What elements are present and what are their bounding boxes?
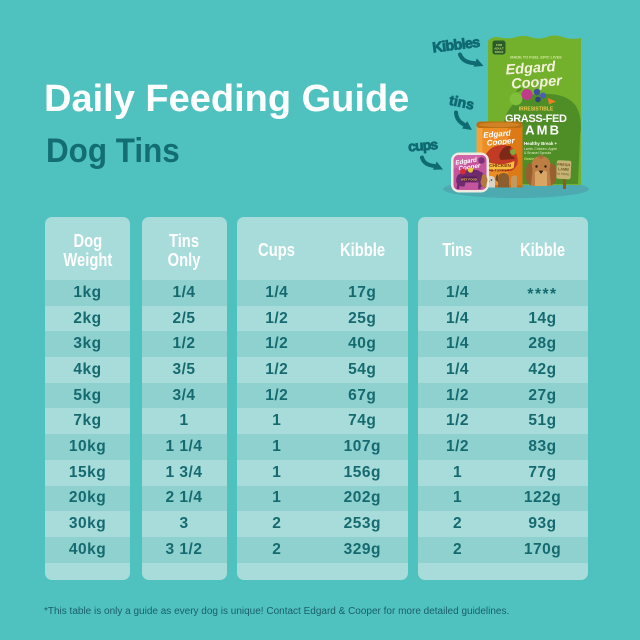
svg-text:DOGS: DOGS <box>495 50 504 54</box>
svg-text:Cooper: Cooper <box>486 136 516 147</box>
svg-text:Healthy Break +: Healthy Break + <box>524 141 558 146</box>
svg-text:IN HERE: IN HERE <box>557 172 569 177</box>
svg-text:GRASS-FED: GRASS-FED <box>505 113 567 125</box>
svg-text:Cooper: Cooper <box>458 162 481 172</box>
svg-text:Edgard: Edgard <box>505 59 557 79</box>
svg-text:LAMB: LAMB <box>515 123 559 138</box>
svg-text:cups: cups <box>407 136 438 155</box>
svg-text:Kibbles: Kibbles <box>432 35 482 57</box>
svg-text:FRESH: FRESH <box>557 163 570 168</box>
svg-text:WET FOOD: WET FOOD <box>461 177 478 181</box>
svg-text:Lamb, Chicken, Apple: Lamb, Chicken, Apple <box>524 147 557 151</box>
svg-text:Cooper: Cooper <box>511 73 564 93</box>
svg-text:IRRESISTIBLE: IRRESISTIBLE <box>519 107 554 113</box>
svg-text:Edgard: Edgard <box>455 157 478 167</box>
svg-text:tins: tins <box>448 92 476 113</box>
svg-text:FOR: FOR <box>496 43 503 47</box>
svg-text:& Brussel Sprouts: & Brussel Sprouts <box>524 151 551 155</box>
svg-text:LAMB: LAMB <box>558 167 569 172</box>
svg-text:MADE TO FUEL EPIC LIVES: MADE TO FUEL EPIC LIVES <box>510 55 562 60</box>
svg-text:Grain Free: Grain Free <box>524 157 543 161</box>
svg-text:ADULT: ADULT <box>494 46 504 50</box>
svg-text:& TURKEY: & TURKEY <box>491 169 510 173</box>
svg-text:CHICKEN: CHICKEN <box>489 163 511 169</box>
svg-text:Edgard: Edgard <box>483 128 512 139</box>
